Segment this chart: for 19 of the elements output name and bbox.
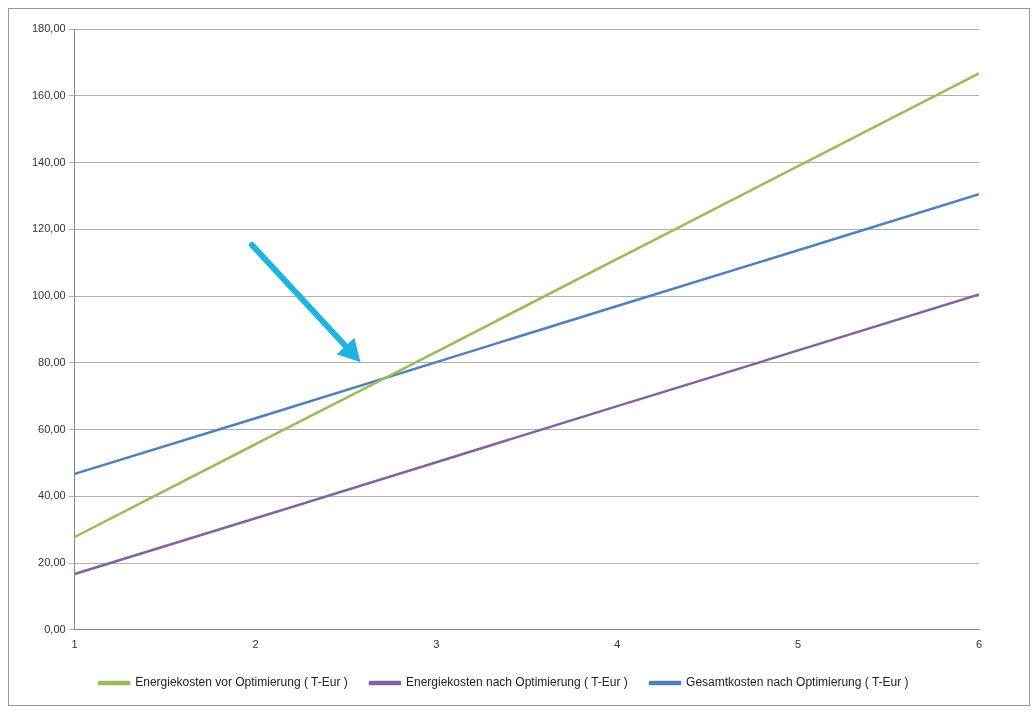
y-tick-label: 80,00: [38, 355, 66, 368]
legend-label: Energiekosten vor Optimierung ( T-Eur ): [135, 675, 348, 690]
y-tick-label: 180,00: [31, 22, 66, 35]
legend-label: Energiekosten nach Optimierung ( T-Eur ): [405, 675, 628, 690]
x-tick-label: 1: [71, 638, 78, 651]
x-tick-label: 6: [975, 638, 983, 651]
y-tick-label: 140,00: [31, 155, 66, 168]
legend-label: Gesamtkosten nach Optimierung ( T-Eur ): [686, 675, 909, 690]
x-tick-label: 2: [252, 638, 259, 651]
y-tick-label: 20,00: [38, 556, 66, 569]
x-tick-label: 3: [433, 638, 440, 651]
x-tick-label: 4: [614, 638, 621, 651]
y-tick-label: 0,00: [44, 622, 66, 635]
y-tick-label: 100,00: [31, 289, 66, 302]
y-tick-label: 40,00: [38, 489, 66, 502]
x-tick-label: 5: [795, 638, 802, 651]
y-tick-label: 160,00: [31, 88, 66, 101]
y-tick-label: 120,00: [31, 222, 66, 235]
y-tick-label: 60,00: [38, 422, 66, 435]
